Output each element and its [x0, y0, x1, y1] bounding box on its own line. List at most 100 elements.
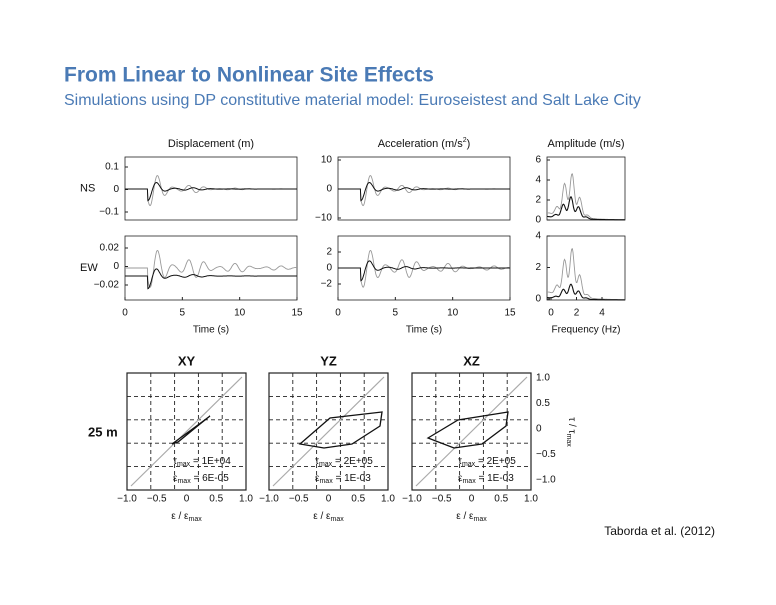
- plot-frame: [124, 235, 298, 301]
- text-part: max: [565, 434, 572, 448]
- plot-frame: [268, 372, 389, 491]
- x-axis-label: Time (s): [193, 325, 229, 336]
- x-tick-label: 5: [393, 308, 399, 319]
- x-tick-label: 0.5: [494, 494, 508, 505]
- text-part: ε / ε: [313, 511, 331, 522]
- plot-frame: [546, 156, 626, 221]
- text-part: max: [331, 516, 345, 523]
- y-tick-label: −2: [321, 279, 333, 290]
- trace-linear: [125, 175, 297, 207]
- y-tick-label: 0: [113, 184, 119, 195]
- x-axis-label: Time (s): [406, 325, 442, 336]
- y-tick-label: 4: [535, 175, 541, 186]
- eps-max: εmax = 1E-03: [458, 473, 514, 486]
- text-part: = 2E+05: [475, 456, 516, 467]
- y-tick-label: −0.1: [99, 207, 119, 218]
- x-tick-label: 4: [599, 308, 605, 319]
- backbone: [415, 376, 528, 487]
- panel-title: Amplitude (m/s): [547, 138, 624, 150]
- y-tick-label: 10: [321, 155, 333, 166]
- y-tick-label: 0.1: [105, 162, 119, 173]
- panel-title: XY: [178, 353, 196, 368]
- trace-linear: [338, 250, 510, 288]
- x-tick-label: 5: [180, 308, 186, 319]
- x-tick-label: 0: [184, 494, 190, 505]
- text-part: ε: [458, 473, 463, 484]
- y-tick-label: 4: [535, 231, 541, 242]
- text-part: ε / ε: [456, 511, 474, 522]
- right-tick-label: −1.0: [536, 475, 556, 486]
- text-part: max: [462, 461, 476, 468]
- plot-frame: [546, 235, 626, 301]
- hysteresis-loop: [298, 411, 383, 449]
- x-tick-label: 10: [447, 308, 459, 319]
- backbone: [130, 376, 243, 487]
- right-tick-label: −0.5: [536, 449, 556, 460]
- spectrum-linear: [547, 248, 625, 301]
- text-part: max: [177, 478, 191, 485]
- text-part: max: [462, 478, 476, 485]
- credit: Taborda et al. (2012): [604, 524, 715, 538]
- x-tick-label: 0: [326, 494, 332, 505]
- plot-frame: [126, 372, 247, 491]
- row-label: NS: [80, 182, 95, 194]
- text-part: ε: [173, 473, 178, 484]
- spectrum-nonlinear: [547, 283, 625, 301]
- x-tick-label: −1.0: [117, 494, 137, 505]
- trace-linear: [338, 175, 510, 207]
- panel-title: YZ: [320, 353, 337, 368]
- text-part: = 1E+04: [190, 456, 231, 467]
- x-tick-label: 2: [574, 308, 580, 319]
- y-tick-label: 0: [535, 294, 541, 305]
- y-tick-label: −0.02: [94, 280, 120, 291]
- right-tick-label: 0.5: [536, 398, 550, 409]
- x-tick-label: 0: [548, 308, 554, 319]
- row-label: EW: [80, 262, 98, 274]
- x-tick-label: 0: [335, 308, 341, 319]
- hysteresis-loop: [426, 411, 509, 449]
- depth-label: 25 m: [88, 424, 118, 439]
- plot-frame: [411, 372, 532, 491]
- tau-max: τmax = 2E+05: [315, 456, 373, 469]
- x-axis-label: ε / εmax: [171, 511, 202, 524]
- trace-nonlinear: [338, 260, 510, 282]
- text-part: = 2E+05: [332, 456, 373, 467]
- y-tick-label: 2: [535, 195, 541, 206]
- tau-max: τmax = 2E+05: [458, 456, 516, 469]
- panel-title: Displacement (m): [168, 138, 254, 150]
- text-part: τ: [173, 456, 177, 467]
- spectrum-nonlinear: [547, 196, 625, 221]
- right-tick-label: 1.0: [536, 373, 550, 384]
- x-tick-label: −0.5: [147, 494, 167, 505]
- x-tick-label: 1.0: [381, 494, 395, 505]
- text-part: max: [177, 461, 191, 468]
- y-tick-label: 6: [535, 155, 541, 166]
- x-tick-label: 15: [291, 308, 303, 319]
- text-part: 2: [463, 137, 467, 144]
- right-axis-label: τ / τmax: [565, 417, 578, 447]
- x-tick-label: 0: [122, 308, 128, 319]
- text-part: τ: [458, 456, 462, 467]
- text-part: max: [319, 478, 333, 485]
- eps-max: εmax = 6E-05: [173, 473, 229, 486]
- y-tick-label: 0: [326, 184, 332, 195]
- x-tick-label: −0.5: [432, 494, 452, 505]
- x-axis-label: Frequency (Hz): [552, 325, 621, 336]
- subtitle: Simulations using DP constitutive materi…: [64, 92, 641, 109]
- hysteresis-loop: [171, 415, 211, 445]
- text-part: = 6E-05: [191, 473, 230, 484]
- x-tick-label: 1.0: [239, 494, 253, 505]
- y-tick-label: 0.02: [100, 243, 120, 254]
- y-tick-label: 0: [535, 215, 541, 226]
- text-part: Acceleration (m/s: [378, 138, 463, 150]
- y-tick-label: 2: [326, 247, 332, 258]
- x-axis-label: ε / εmax: [456, 511, 487, 524]
- text-part: ε: [315, 473, 320, 484]
- text-part: = 1E-03: [333, 473, 372, 484]
- text-part: τ / τ: [566, 417, 577, 433]
- text-part: max: [319, 461, 333, 468]
- x-tick-label: 0.5: [209, 494, 223, 505]
- trace-nonlinear: [125, 181, 297, 202]
